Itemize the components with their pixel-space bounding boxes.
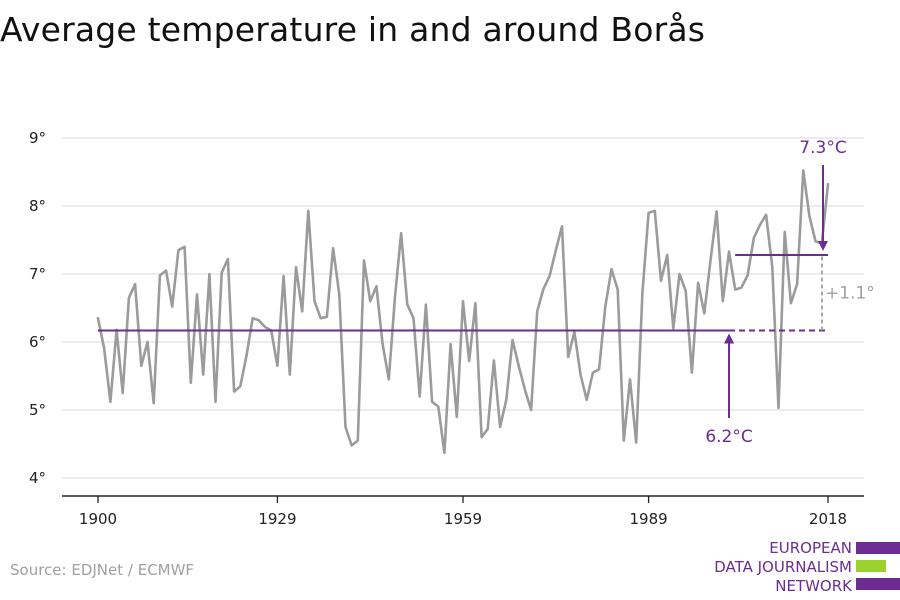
y-tick-label-6: 6°: [29, 333, 46, 351]
x-axis-ticks: 1900 1929 1959 1989 2018: [79, 496, 847, 528]
y-tick-label-5: 5°: [29, 401, 46, 419]
logo-bar-purple-bottom: [856, 578, 900, 590]
annotation-difference-value: +1.1°: [825, 284, 875, 304]
x-tick-label-1959: 1959: [444, 510, 482, 528]
y-axis-ticks: 4° 5° 6° 7° 8° 9°: [29, 129, 46, 487]
annotation-recent-value: 7.3°C: [799, 138, 846, 158]
y-tick-label-4: 4°: [29, 469, 46, 487]
y-tick-label-7: 7°: [29, 265, 46, 283]
x-tick-label-1900: 1900: [79, 510, 117, 528]
gridlines: [62, 137, 864, 479]
y-tick-label-9: 9°: [29, 129, 46, 147]
x-tick-label-1929: 1929: [258, 510, 296, 528]
source-credit: Source: EDJNet / ECMWF: [10, 561, 195, 579]
logo-line-1: EUROPEAN: [769, 539, 852, 557]
y-tick-label-8: 8°: [29, 197, 46, 215]
annotation-baseline-value: 6.2°C: [705, 427, 752, 447]
reference-lines: [98, 253, 828, 332]
annotations: 6.2°C 7.3°C +1.1°: [705, 138, 874, 447]
series-line-temperature: [96, 169, 830, 455]
edjnet-logo: EUROPEAN DATA JOURNALISM NETWORK: [700, 538, 900, 598]
logo-line-3: NETWORK: [775, 577, 852, 595]
logo-bar-green: [856, 560, 886, 572]
chart-title: Average temperature in and around Borås: [0, 10, 706, 49]
x-tick-label-1989: 1989: [629, 510, 667, 528]
series-group: [96, 169, 830, 455]
logo-line-2: DATA JOURNALISM: [714, 558, 852, 576]
logo-bar-purple-top: [856, 542, 900, 554]
x-tick-label-2018: 2018: [809, 510, 847, 528]
